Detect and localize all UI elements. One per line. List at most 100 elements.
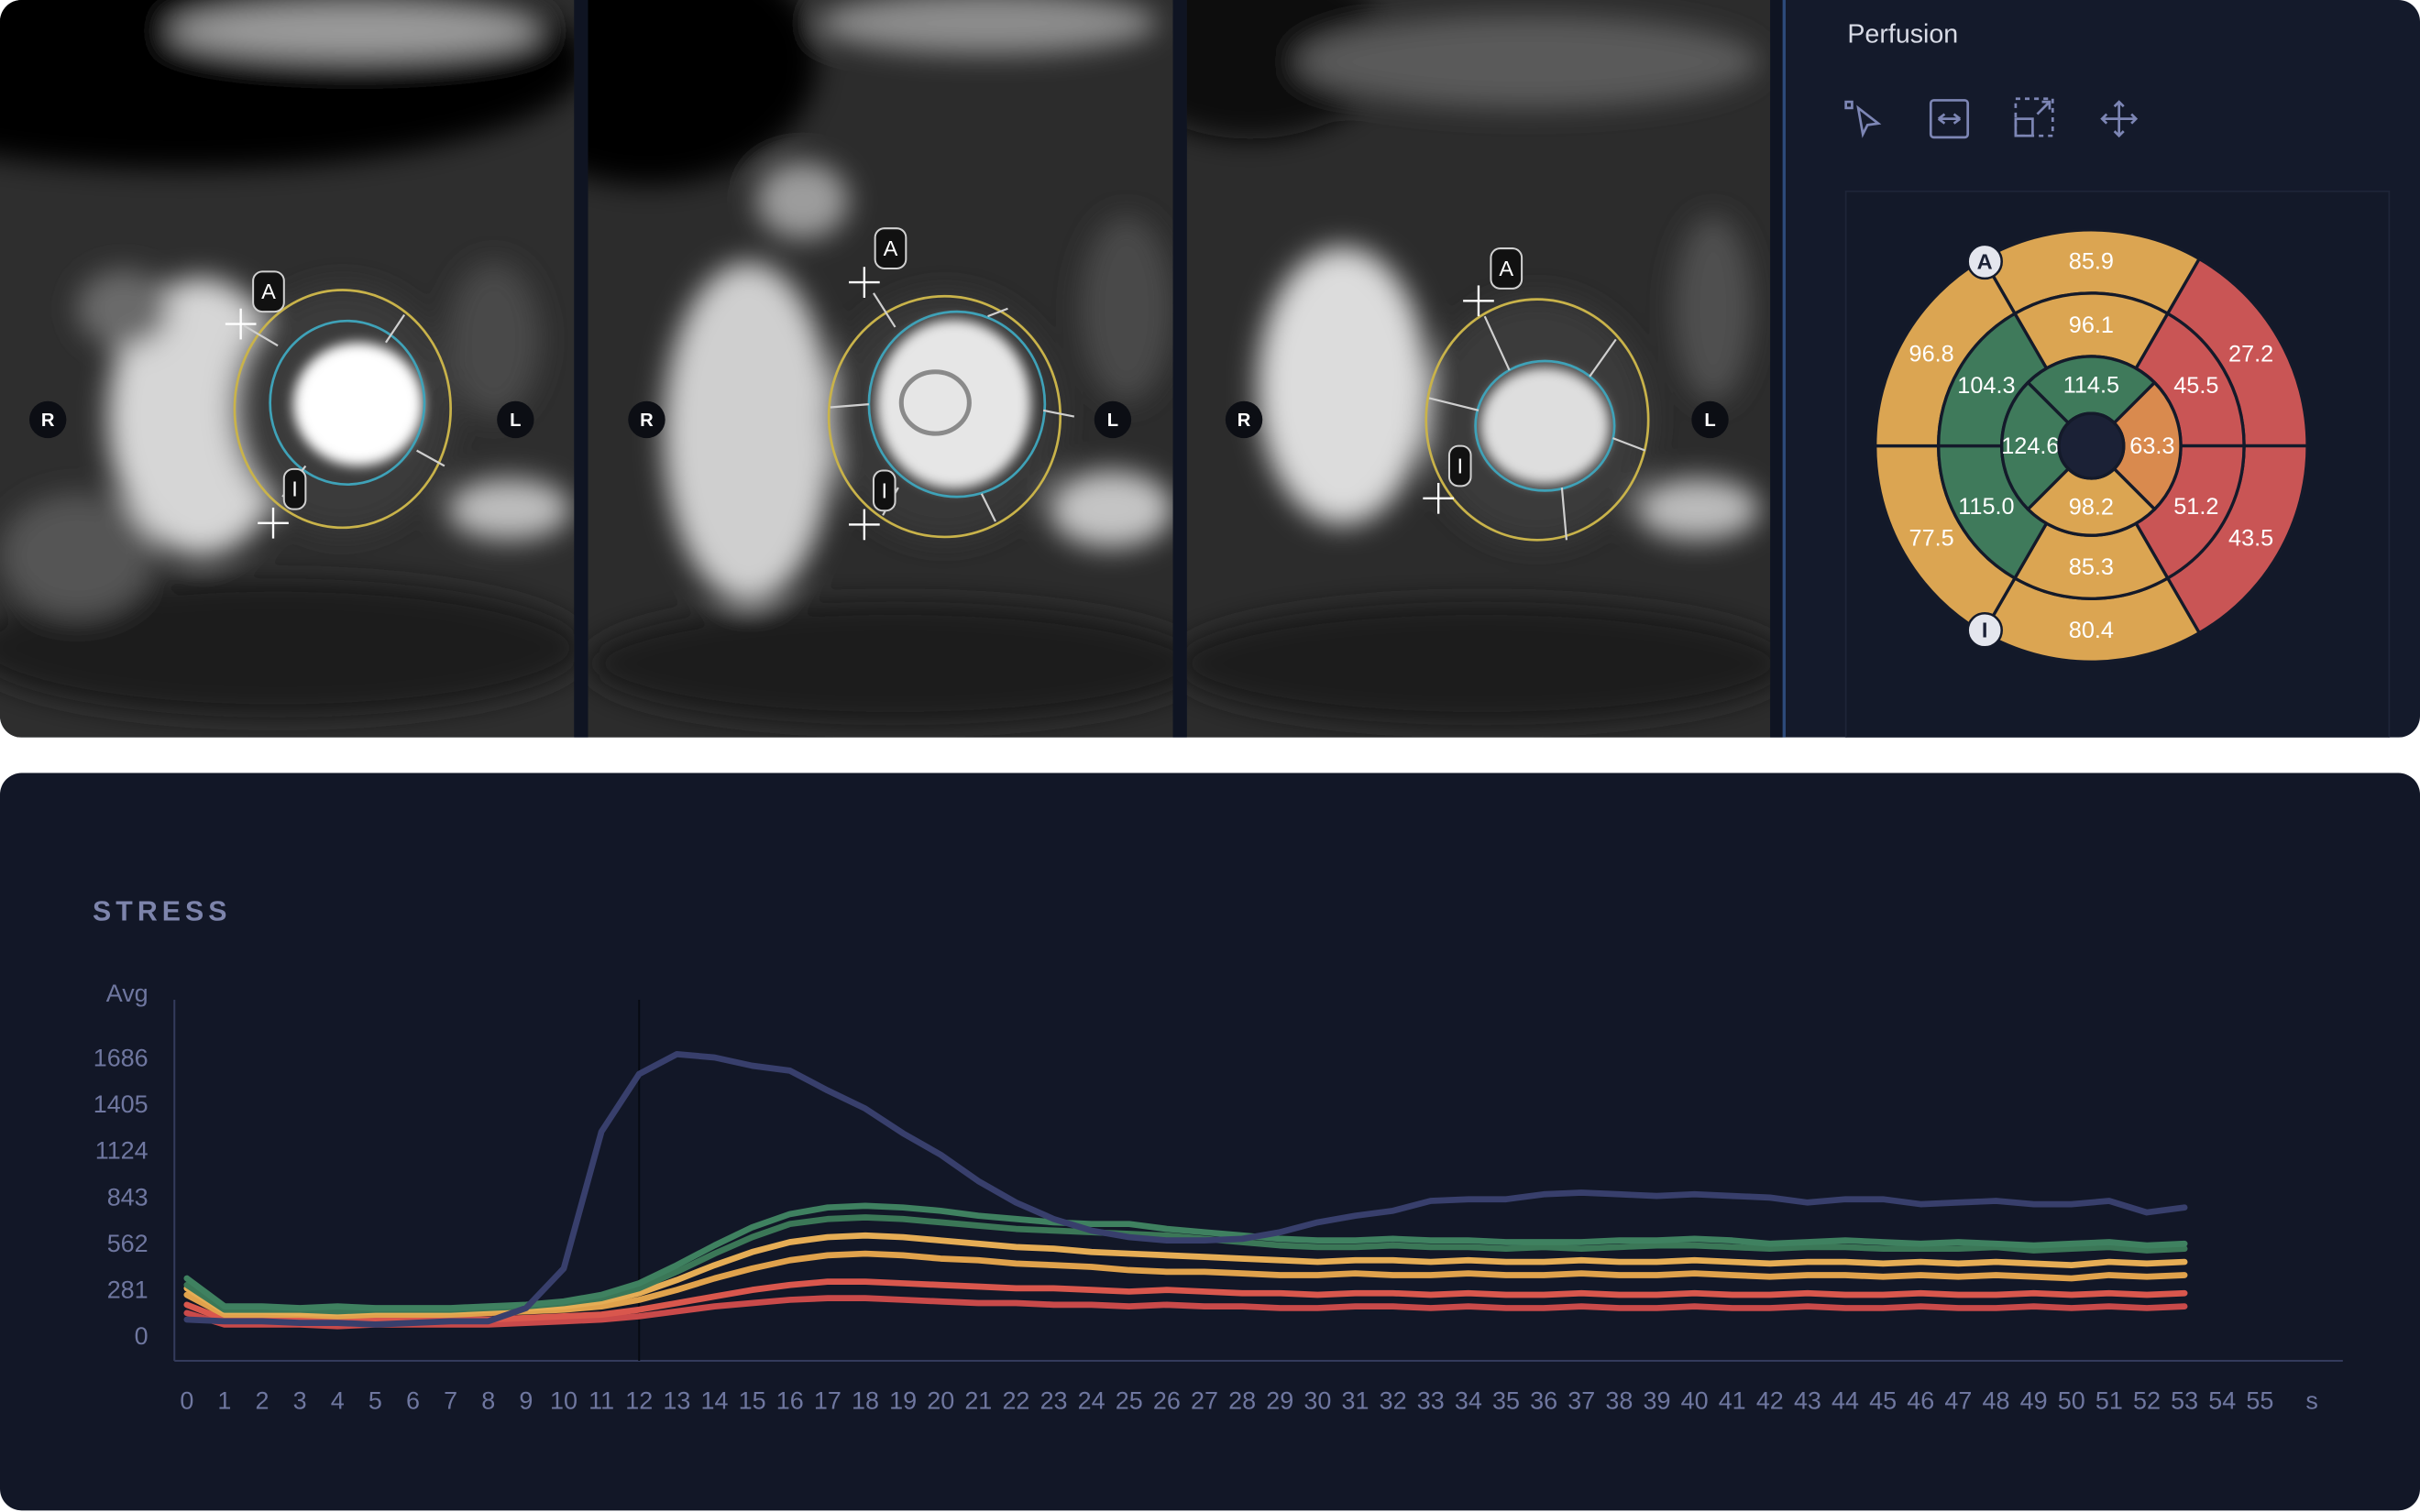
x-tick-label: 23	[1040, 1387, 1068, 1415]
x-tick-label: 2	[256, 1387, 270, 1415]
bullseye: 85.9 27.2 43.5 80.4 77.5 96.8 96.1 45.5 51.2 85.3…	[1873, 228, 2309, 663]
epicardial-contour[interactable]	[827, 294, 1062, 539]
orientation-label: L	[1107, 411, 1118, 431]
insertion-tag[interactable]	[252, 270, 285, 313]
insertion-tag[interactable]	[1447, 444, 1472, 488]
viewer-divider	[574, 0, 588, 738]
x-tick-label: 29	[1266, 1387, 1293, 1415]
y-tick-label: 1686	[94, 1045, 148, 1072]
y-tick-label: 843	[107, 1183, 148, 1211]
segment-value: 43.5	[2228, 526, 2273, 552]
insertion-label: A	[1499, 257, 1513, 280]
x-tick-label: 40	[1681, 1387, 1709, 1415]
x-tick-label: 30	[1304, 1387, 1331, 1415]
orientation-label: L	[510, 411, 521, 431]
insertion-tag[interactable]	[874, 227, 908, 269]
insertion-tag[interactable]	[872, 469, 896, 512]
x-tick-label: 44	[1832, 1387, 1859, 1415]
orientation-badge	[497, 400, 534, 439]
y-tick-label: 1405	[94, 1090, 148, 1118]
x-tick-label: 36	[1530, 1387, 1557, 1415]
insertion-label: I	[292, 477, 298, 501]
x-tick-label: 15	[739, 1387, 766, 1415]
insertion-marker-label: I	[1982, 619, 1988, 642]
x-tick-label: 38	[1605, 1387, 1633, 1415]
insertion-marker[interactable]	[1966, 612, 2003, 649]
insertion-tag[interactable]	[282, 467, 307, 510]
x-tick-label: 9	[519, 1387, 533, 1415]
x-tick-label: 47	[1944, 1387, 1972, 1415]
segment-value: 27.2	[2228, 341, 2273, 367]
mri-viewer[interactable]	[1111, 0, 1790, 738]
toolbar	[1844, 97, 2139, 139]
x-tick-label: 25	[1116, 1387, 1143, 1415]
orientation-badge	[1225, 400, 1263, 439]
x-tick-label: 31	[1342, 1387, 1370, 1415]
segment-value: 96.8	[1909, 341, 1954, 367]
x-tick-label: 51	[2096, 1387, 2123, 1415]
x-tick-label: 50	[2058, 1387, 2085, 1415]
x-tick-label: 27	[1191, 1387, 1218, 1415]
orientation-badge	[28, 400, 67, 439]
epicardial-contour[interactable]	[233, 289, 452, 530]
x-tick-label: 37	[1568, 1387, 1595, 1415]
x-tick-label: 24	[1078, 1387, 1106, 1415]
x-tick-label: 26	[1153, 1387, 1181, 1415]
segment-spokes	[1428, 315, 1646, 541]
crosshair[interactable]	[1423, 285, 1494, 514]
insertion-marker[interactable]	[1966, 243, 2003, 280]
series-line	[183, 1295, 2188, 1330]
endocardial-contour[interactable]	[1474, 359, 1616, 492]
x-tick-label: 12	[625, 1387, 653, 1415]
pan-tool[interactable]	[2100, 100, 2139, 138]
x-tick-label: 48	[1983, 1387, 2010, 1415]
segment-value: 45.5	[2173, 373, 2218, 399]
segment-value: 63.3	[2129, 433, 2174, 459]
mri-viewer[interactable]	[0, 0, 587, 738]
x-tick-label: 54	[2208, 1387, 2236, 1415]
x-tick-label: 53	[2171, 1387, 2198, 1415]
crosshair[interactable]	[225, 308, 289, 539]
segment-value: 115.0	[1958, 494, 2014, 520]
orientation-label: L	[1704, 411, 1715, 431]
series-line	[183, 1202, 2188, 1311]
y-tick-label: 0	[135, 1322, 148, 1350]
viewer-divider	[1770, 0, 1783, 738]
x-tick-label: 8	[481, 1387, 495, 1415]
epicardial-contour[interactable]	[1424, 298, 1650, 542]
series-line	[183, 1051, 2188, 1328]
segment-value: 96.1	[2069, 312, 2114, 338]
segment-value: 85.9	[2069, 249, 2114, 275]
x-tick-label: 32	[1380, 1387, 1407, 1415]
x-tick-label: 3	[293, 1387, 307, 1415]
mri-cavity	[876, 319, 1031, 489]
chart-panel	[0, 772, 2420, 1511]
segment-value: 80.4	[2069, 618, 2114, 643]
mri-cavity	[1480, 367, 1611, 485]
x-tick-label: 7	[444, 1387, 457, 1415]
mri-cavity	[292, 342, 424, 466]
x-tick-label: 41	[1719, 1387, 1746, 1415]
segment-value: 51.2	[2173, 494, 2218, 520]
x-tick-label: 22	[1002, 1387, 1029, 1415]
y-tick-label: 281	[107, 1276, 148, 1303]
measure-tool[interactable]	[1929, 99, 1970, 139]
select-tool[interactable]	[1844, 100, 1882, 138]
endocardial-contour[interactable]	[269, 319, 426, 487]
chart-title: STRESS	[93, 897, 232, 927]
insertion-label: A	[884, 236, 898, 260]
insertion-tag[interactable]	[1490, 247, 1524, 290]
x-tick-label: 17	[814, 1387, 842, 1415]
x-tick-label: 42	[1756, 1387, 1784, 1415]
roi-tool[interactable]	[2014, 97, 2054, 137]
x-unit-label: s	[2305, 1387, 2317, 1415]
insertion-label: I	[1457, 454, 1463, 477]
orientation-badge	[1094, 400, 1132, 439]
x-tick-label: 14	[701, 1387, 729, 1415]
crosshair[interactable]	[849, 267, 880, 541]
segment-value: 124.6	[2001, 433, 2059, 459]
x-tick-label: 39	[1643, 1387, 1670, 1415]
series-line	[183, 1278, 2188, 1325]
